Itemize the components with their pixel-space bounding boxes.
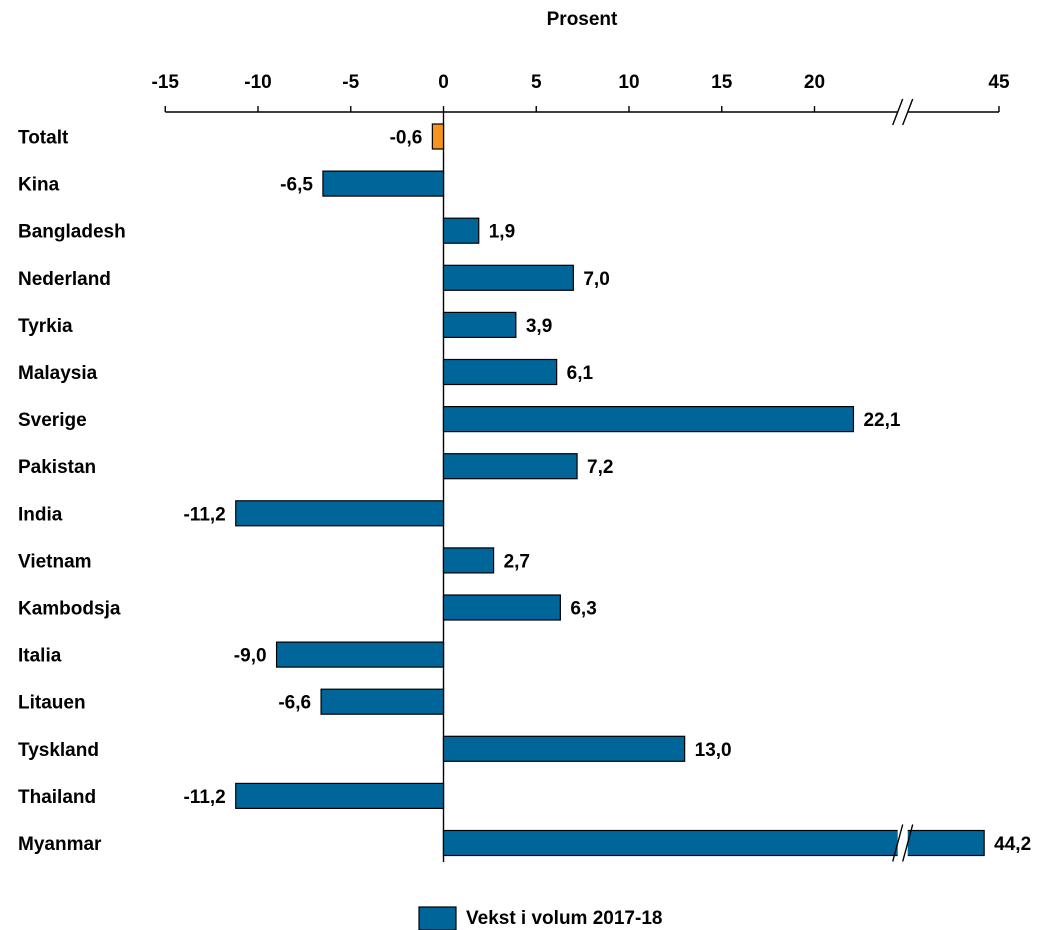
legend-label: Vekst i volum 2017-18 — [466, 908, 662, 929]
value-label: 1,9 — [489, 222, 515, 243]
bar — [442, 453, 578, 480]
bar — [442, 547, 495, 574]
category-label: India — [18, 504, 63, 525]
category-label: Kambodsja — [18, 599, 121, 620]
value-label: -11,2 — [183, 504, 225, 525]
tick-label: 20 — [804, 72, 825, 93]
category-label: Pakistan — [18, 457, 96, 478]
value-label: 13,0 — [695, 740, 732, 761]
value-label: -9,0 — [234, 646, 267, 667]
bar — [442, 829, 985, 857]
value-label: 44,2 — [994, 834, 1031, 855]
bar — [442, 264, 574, 291]
legend-swatch — [418, 906, 457, 930]
value-label: -6,6 — [278, 693, 311, 714]
category-label: Nederland — [18, 269, 111, 290]
category-label: Myanmar — [18, 834, 102, 855]
category-label: Totalt — [18, 128, 69, 149]
category-label: Sverige — [18, 410, 87, 431]
category-label: Litauen — [18, 693, 86, 714]
bar — [442, 311, 517, 338]
bar — [442, 594, 561, 621]
bar-break-mark — [892, 824, 904, 862]
tick-label: -10 — [244, 72, 271, 93]
bar — [442, 358, 558, 386]
bar — [275, 641, 445, 668]
value-label: 3,9 — [526, 316, 552, 337]
bar — [431, 123, 445, 150]
tick-label: -15 — [152, 72, 180, 93]
bar — [320, 688, 445, 715]
bar-break-mark — [902, 824, 914, 862]
bar — [235, 782, 445, 810]
bars: Totalt -0,6 Kina -6,5 Bangladesh 1,9 Nederland… — [18, 123, 1031, 862]
category-label: Thailand — [18, 787, 96, 808]
category-label: Kina — [18, 175, 60, 196]
bar — [442, 735, 686, 762]
value-label: -0,6 — [390, 128, 423, 149]
bar — [442, 217, 480, 244]
value-label: 2,7 — [504, 551, 530, 572]
tick-label: 5 — [531, 72, 542, 93]
category-label: Tyskland — [18, 740, 99, 761]
tick-label: 0 — [438, 72, 449, 93]
axis-break-mark — [902, 98, 914, 126]
legend: Vekst i volum 2017-18 — [418, 906, 662, 930]
value-label: 6,1 — [567, 363, 594, 384]
value-label: -6,5 — [280, 175, 313, 196]
tick-label: -5 — [342, 72, 359, 93]
value-label: 7,2 — [587, 457, 613, 478]
bar-break-gap — [897, 828, 908, 858]
category-label: Tyrkia — [18, 316, 73, 337]
value-label: 7,0 — [583, 269, 609, 290]
category-label: Malaysia — [18, 363, 98, 384]
axis-title: Prosent — [547, 9, 618, 30]
bar — [322, 170, 445, 197]
bar — [235, 500, 445, 527]
category-label: Vietnam — [18, 551, 92, 572]
category-label: Bangladesh — [18, 222, 126, 243]
tick-label: 15 — [711, 72, 733, 93]
value-label: 22,1 — [863, 410, 900, 431]
tick-label: 10 — [618, 72, 639, 93]
axis-break-mark — [892, 98, 904, 126]
value-label: 6,3 — [570, 599, 596, 620]
value-label: -11,2 — [183, 787, 225, 808]
tick-label: 45 — [988, 72, 1010, 93]
bar — [442, 406, 855, 433]
category-label: Italia — [18, 646, 62, 667]
